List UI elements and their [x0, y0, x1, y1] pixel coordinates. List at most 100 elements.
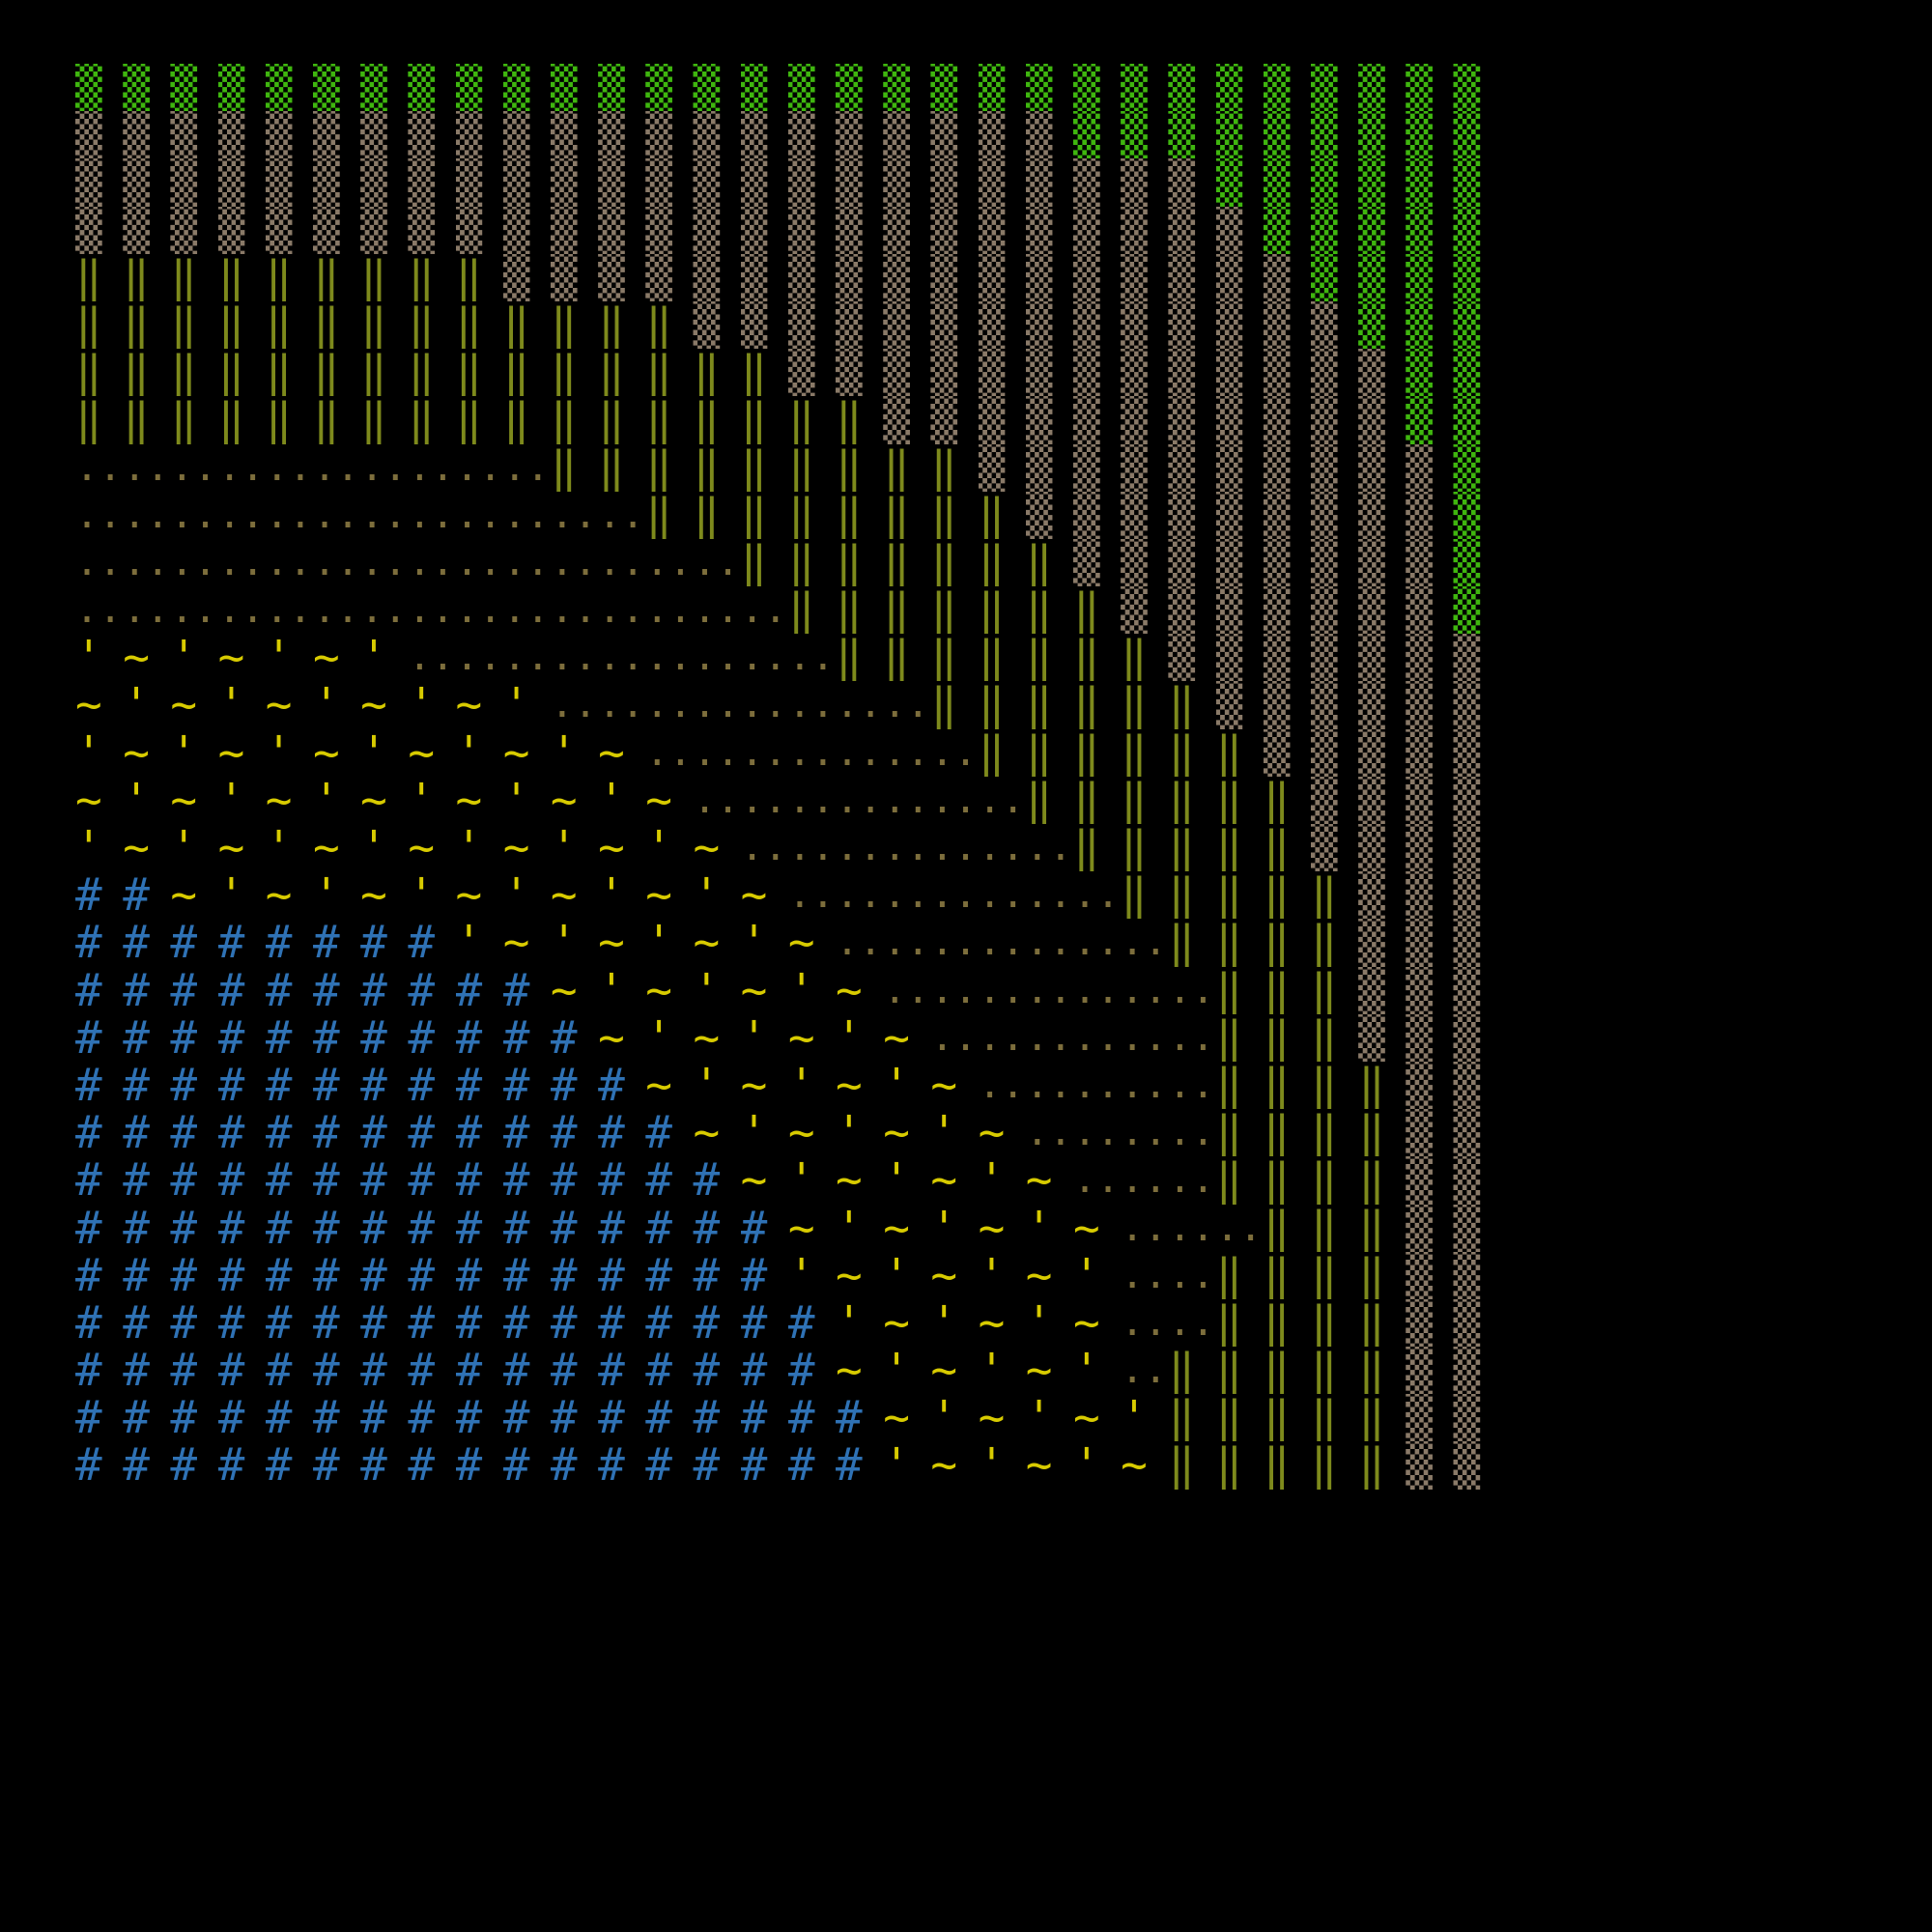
- terrain-cell-shore: ': [693, 1061, 721, 1110]
- terrain-cell-rock: ▒: [740, 206, 768, 254]
- terrain-cell-water: #: [123, 1298, 150, 1348]
- terrain-cell-grass: ‖: [693, 443, 721, 492]
- terrain-cell-grass: ‖: [408, 349, 436, 397]
- terrain-cell-water: #: [408, 1061, 436, 1110]
- terrain-cell-grass: ‖: [1215, 1156, 1243, 1205]
- terrain-cell-water: #: [75, 966, 102, 1014]
- terrain-cell-rock: ▒: [1263, 586, 1291, 635]
- terrain-cell-shore: ~: [1025, 1156, 1053, 1205]
- terrain-cell-shore: ': [978, 1156, 1006, 1205]
- terrain-cell-rock: ▒: [1168, 300, 1196, 350]
- terrain-cell-rock: ▒: [836, 349, 863, 397]
- terrain-cell-water: #: [170, 1013, 198, 1062]
- terrain-cell-water: #: [740, 1347, 768, 1395]
- terrain-cell-sand: ..: [645, 682, 693, 727]
- terrain-cell-water: #: [455, 1204, 483, 1252]
- terrain-cell-forest: ▒: [1310, 111, 1338, 159]
- terrain-row: ▒ ▒ ▒ ▒ ▒ ▒ ▒ ▒ ▒ ▒ ▒ ▒ ▒ ▒ ▒ ▒ ▒ ▒ ▒ ▒ ▒ ▒ ▒ ▒ ▒ ▒ ▒ ▒ ▒ ▒: [75, 158, 1501, 206]
- terrain-cell-water: #: [598, 1394, 625, 1442]
- terrain-cell-water: #: [75, 1251, 102, 1299]
- terrain-cell-water: #: [598, 1109, 625, 1157]
- terrain-cell-forest: ▒: [1310, 64, 1338, 112]
- terrain-cell-shore: ~: [502, 824, 530, 872]
- terrain-cell-shore: ': [930, 1109, 958, 1157]
- terrain-cell-water: #: [598, 1204, 625, 1252]
- terrain-cell-shore: ': [455, 824, 483, 872]
- terrain-cell-rock: ▒: [1310, 776, 1338, 824]
- terrain-cell-sand: ..: [740, 729, 787, 775]
- terrain-cell-rock: ▒: [693, 300, 721, 350]
- terrain-cell-shore: ': [550, 919, 578, 967]
- terrain-cell-forest: ▒: [1215, 111, 1243, 159]
- terrain-cell-water: #: [312, 1394, 340, 1442]
- terrain-cell-sand: ..: [740, 635, 787, 680]
- terrain-cell-forest: ▒: [1263, 64, 1291, 112]
- terrain-cell-water: #: [598, 1251, 625, 1299]
- terrain-cell-grass: ‖: [312, 300, 340, 350]
- terrain-cell-shore: ': [883, 1251, 910, 1299]
- terrain-cell-rock: ▒: [787, 206, 815, 254]
- terrain-cell-shore: ~: [693, 919, 721, 967]
- terrain-cell-sand: ..: [550, 492, 598, 537]
- terrain-cell-rock: ▒: [1215, 586, 1243, 635]
- terrain-cell-grass: ‖: [1263, 1441, 1291, 1490]
- terrain-cell-rock: ▒: [1358, 919, 1385, 967]
- terrain-cell-water: #: [645, 1156, 672, 1205]
- terrain-cell-water: #: [740, 1204, 768, 1252]
- terrain-cell-sand: ..: [312, 587, 360, 633]
- terrain-cell-sand: ..: [312, 444, 360, 490]
- terrain-cell-water: #: [217, 1394, 245, 1442]
- terrain-cell-rock: ▒: [1263, 349, 1291, 397]
- terrain-cell-sand: ..: [550, 539, 598, 584]
- terrain-cell-grass: ‖: [170, 349, 198, 397]
- terrain-cell-grass: ‖: [883, 634, 910, 682]
- terrain-cell-shore: ': [75, 728, 102, 777]
- terrain-cell-grass: ‖: [265, 349, 293, 397]
- terrain-cell-grass: ‖: [455, 349, 483, 397]
- terrain-cell-shore: ~: [836, 1251, 863, 1299]
- terrain-cell-shore: ': [1025, 1298, 1053, 1348]
- terrain-cell-shore: ~: [123, 728, 150, 777]
- terrain-cell-forest: ▒: [1072, 111, 1100, 159]
- terrain-cell-rock: ▒: [1406, 681, 1433, 729]
- terrain-cell-rock: ▒: [1072, 300, 1100, 350]
- terrain-cell-water: #: [123, 919, 150, 967]
- terrain-cell-forest: ▒: [1263, 158, 1291, 207]
- terrain-cell-forest: ▒: [1453, 111, 1481, 159]
- terrain-cell-grass: ‖: [1072, 586, 1100, 635]
- terrain-cell-water: #: [645, 1394, 672, 1442]
- terrain-cell-water: #: [360, 1347, 387, 1395]
- terrain-cell-water: #: [170, 966, 198, 1014]
- terrain-cell-sand: ..: [693, 777, 740, 822]
- terrain-cell-grass: ‖: [1025, 681, 1053, 729]
- terrain-cell-water: #: [217, 919, 245, 967]
- terrain-cell-rock: ▒: [930, 349, 958, 397]
- terrain-cell-grass: ‖: [978, 538, 1006, 587]
- terrain-cell-water: #: [787, 1394, 815, 1442]
- terrain-cell-water: #: [312, 1347, 340, 1395]
- terrain-cell-grass: ‖: [550, 349, 578, 397]
- terrain-cell-shore: ~: [360, 681, 387, 729]
- terrain-cell-grass: ‖: [1215, 966, 1243, 1014]
- terrain-cell-sand: ..: [1121, 1348, 1168, 1393]
- terrain-cell-water: #: [217, 1061, 245, 1110]
- terrain-cell-shore: ~: [836, 1156, 863, 1205]
- terrain-cell-rock: ▒: [1453, 824, 1481, 872]
- terrain-row: # # # # # # # # # # # # # # # # ' ~ ' ~ ' ~ ....‖ ‖ ‖ ‖ ▒ ▒: [75, 1299, 1501, 1347]
- terrain-cell-sand: ..: [930, 729, 978, 775]
- terrain-cell-shore: ~: [265, 776, 293, 824]
- terrain-cell-rock: ▒: [1025, 349, 1053, 397]
- terrain-cell-grass: ‖: [408, 396, 436, 444]
- terrain-cell-water: #: [455, 1251, 483, 1299]
- terrain-cell-rock: ▒: [978, 300, 1006, 350]
- terrain-cell-rock: ▒: [1358, 681, 1385, 729]
- terrain-cell-grass: ‖: [1025, 728, 1053, 777]
- terrain-cell-water: #: [312, 1156, 340, 1205]
- terrain-cell-grass: ‖: [1215, 1347, 1243, 1395]
- terrain-cell-rock: ▒: [1072, 538, 1100, 587]
- terrain-cell-grass: ‖: [1215, 824, 1243, 872]
- terrain-cell-rock: ▒: [550, 253, 578, 301]
- terrain-cell-rock: ▒: [930, 206, 958, 254]
- terrain-cell-grass: ‖: [1310, 1109, 1338, 1157]
- terrain-cell-sand: ..: [265, 539, 312, 584]
